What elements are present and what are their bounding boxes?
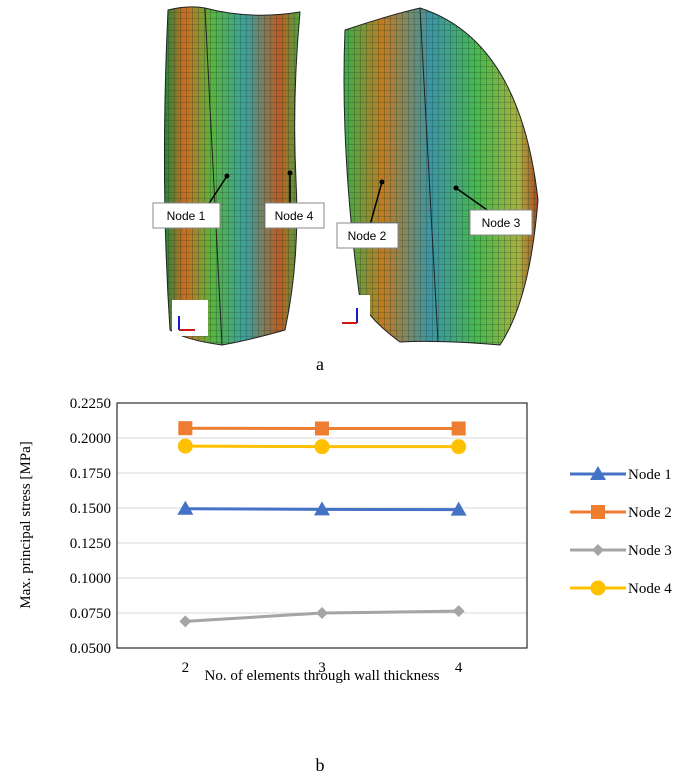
marker (179, 615, 191, 627)
figure: Node 1 Node 4 Node 2 Node 3 a No. of ele… (0, 0, 694, 778)
y-tick-label: 0.2250 (70, 396, 111, 412)
x-tick-label: 4 (455, 660, 463, 676)
y-tick-label: 0.1250 (70, 536, 111, 552)
y-axis-title: Max. principal stress [MPa] (18, 441, 34, 608)
marker (315, 439, 330, 454)
y-tick-label: 0.2000 (70, 431, 111, 447)
y-tick-label: 0.0750 (70, 606, 111, 622)
legend-marker (592, 544, 604, 556)
legend-label: Node 1 (628, 467, 672, 483)
node-label: Node 4 (275, 209, 314, 223)
x-tick-label: 3 (318, 660, 326, 676)
caption: a (316, 354, 324, 374)
y-tick-label: 0.1500 (70, 501, 111, 517)
legend-label: Node 2 (628, 505, 672, 521)
node-label: Node 3 (482, 216, 521, 230)
legend-label: Node 3 (628, 543, 672, 559)
fem-image-a: Node 1 Node 4 Node 2 Node 3 (153, 7, 538, 345)
plot-area: 0.0500 0.0750 0.1000 0.1250 0.1500 0.1750 0.20… (70, 396, 672, 676)
y-tick-label: 0.1000 (70, 571, 111, 587)
marker (316, 607, 328, 619)
legend-marker (591, 581, 606, 596)
x-tick-label: 2 (182, 660, 190, 676)
y-tick-label: 0.1750 (70, 466, 111, 482)
marker (178, 421, 192, 435)
node-label: Node 2 (348, 229, 387, 243)
node-label: Node 1 (167, 209, 206, 223)
caption: b (316, 755, 325, 775)
marker (452, 421, 466, 435)
marker (453, 605, 465, 617)
marker (451, 439, 466, 454)
marker (178, 439, 193, 454)
legend-marker (591, 505, 605, 519)
marker (315, 421, 329, 435)
legend-label: Node 4 (628, 581, 672, 597)
y-tick-label: 0.0500 (70, 641, 111, 657)
